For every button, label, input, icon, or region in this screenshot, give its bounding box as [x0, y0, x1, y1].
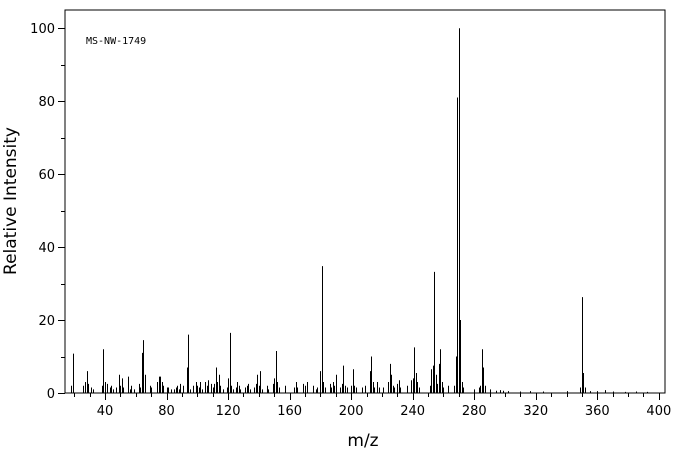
- y-tick-label-60: 60: [38, 168, 55, 183]
- spectrum-id-annotation: MS-NW-1749: [86, 36, 146, 47]
- x-axis-title: m/z: [347, 431, 378, 451]
- x-tick-label-80: 80: [158, 404, 175, 419]
- y-axis-ticks: 0 20 40 60 80 100: [30, 22, 65, 402]
- plot-frame: [64, 9, 666, 394]
- x-tick-label-320: 320: [523, 404, 548, 419]
- x-tick-label-400: 400: [646, 404, 671, 419]
- x-tick-label-40: 40: [97, 404, 114, 419]
- y-tick-label-100: 100: [30, 22, 55, 37]
- y-tick-label-0: 0: [47, 387, 55, 402]
- x-tick-label-160: 160: [277, 404, 302, 419]
- x-tick-label-120: 120: [216, 404, 241, 419]
- y-tick-label-80: 80: [38, 95, 55, 110]
- x-tick-label-200: 200: [339, 404, 364, 419]
- y-tick-label-40: 40: [38, 241, 55, 256]
- x-axis-ticks: 40 80 120 160 200 240 280 320 360 400: [74, 393, 671, 419]
- x-tick-label-280: 280: [462, 404, 487, 419]
- x-tick-label-240: 240: [400, 404, 425, 419]
- peak-layer: [71, 28, 648, 393]
- x-tick-label-360: 360: [585, 404, 610, 419]
- y-axis-title: Relative Intensity: [1, 127, 21, 275]
- y-tick-label-20: 20: [38, 314, 55, 329]
